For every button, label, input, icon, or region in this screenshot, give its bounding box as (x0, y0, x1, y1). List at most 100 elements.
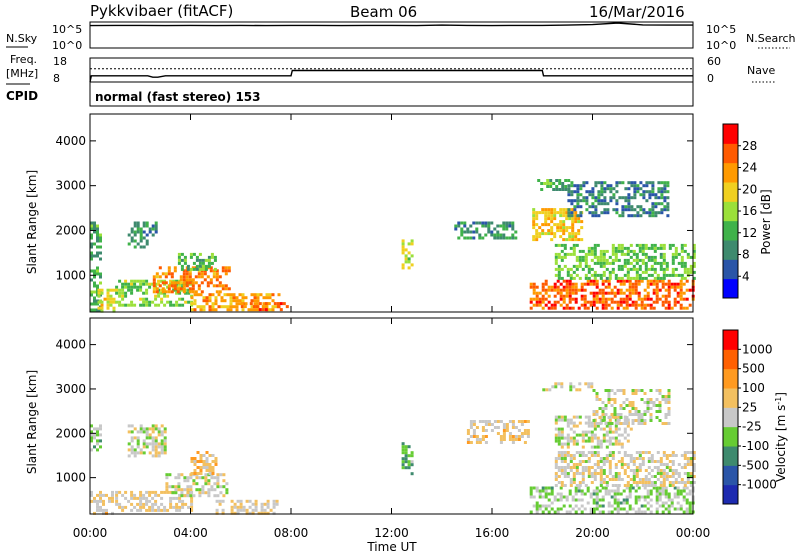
power-cell-0 (90, 236, 93, 240)
power-cell-6 (271, 299, 275, 303)
power-cell-12 (571, 285, 575, 289)
power-cell-13 (671, 261, 675, 265)
velocity-cell-3 (133, 448, 137, 452)
power-cell-10 (538, 226, 542, 230)
power-cell-1 (112, 288, 116, 292)
power-cell-4 (224, 287, 228, 291)
power-cell-14 (594, 196, 598, 200)
velocity-cell-12 (605, 457, 609, 460)
velocity-cell-11 (643, 495, 647, 499)
power-cell-4 (194, 281, 198, 285)
velocity-cell-2 (145, 496, 149, 500)
velocity-cell-6 (251, 508, 255, 512)
power-cell-13 (608, 255, 612, 259)
power-cell-10 (571, 229, 575, 233)
velocity-cell-12 (593, 451, 597, 454)
velocity-cell-12 (563, 460, 567, 463)
velocity-cell-9 (560, 436, 564, 440)
velocity-cell-2 (139, 490, 143, 494)
power-cell-10 (550, 208, 554, 212)
power-cell-12 (595, 285, 599, 289)
velocity-cell-0 (99, 427, 102, 431)
velocity-cell-13 (655, 404, 659, 407)
power-cell-12 (667, 306, 671, 310)
power-cell-10 (571, 226, 575, 230)
power-cell-3 (178, 303, 182, 307)
velocity-cell-12 (554, 457, 558, 460)
power-cell-0 (99, 233, 102, 237)
power-cell-13 (653, 249, 657, 253)
velocity-cell-2 (142, 493, 146, 497)
velocity-cell-7 (410, 454, 414, 458)
velocity-cell-3 (154, 424, 158, 428)
velocity-cell-11 (586, 489, 590, 493)
power-cell-6 (241, 296, 245, 300)
power-cell-12 (625, 288, 629, 292)
power-cell-9 (511, 227, 515, 231)
velocity-cell-13 (664, 422, 668, 425)
power-cell-12 (610, 306, 614, 310)
velocity-cell-13 (613, 392, 617, 395)
velocity-cell-13 (598, 416, 602, 419)
power-cell-2 (133, 221, 137, 225)
power-cell-6 (229, 308, 233, 312)
velocity-cell-9 (614, 442, 618, 446)
velocity-cell-11 (682, 498, 686, 502)
velocity-cell-12 (662, 451, 666, 454)
power-cell-10 (550, 232, 554, 236)
velocity-cell-12 (632, 472, 636, 475)
velocity-cell-11 (667, 507, 671, 511)
power-cell-12 (685, 279, 689, 283)
velocity-cell-11 (574, 486, 578, 490)
velocity-cell-0 (96, 430, 99, 434)
velocity-cell-12 (578, 454, 582, 457)
velocity-cell-6 (245, 499, 249, 503)
velocity-cell-9 (557, 442, 561, 446)
velocity-cell-9 (602, 433, 606, 437)
power-cell-13 (608, 273, 612, 277)
power-cell-12 (547, 306, 551, 310)
velocity-cell-9 (560, 418, 564, 422)
velocity-cell-4 (174, 491, 178, 495)
velocity-cell-12 (599, 457, 603, 460)
power-cell-9 (505, 236, 509, 240)
power-cell-4 (167, 272, 171, 276)
velocity-cell-11 (529, 510, 533, 514)
power-cell-9 (505, 221, 509, 225)
velocity-cell-5 (211, 472, 215, 475)
velocity-cell-9 (623, 430, 627, 434)
power-cell-13 (671, 273, 675, 277)
power-cell-9 (460, 230, 464, 234)
power-cell-12 (595, 297, 599, 301)
power-cell-4 (170, 281, 174, 285)
velocity-colorbar-seg (723, 407, 738, 428)
power-cell-14 (627, 193, 631, 197)
power-cell-2 (133, 245, 137, 249)
cpid-strip: CPID normal (fast stereo) 153 (6, 81, 694, 107)
velocity-cell-11 (544, 507, 548, 511)
velocity-cell-11 (649, 504, 653, 508)
power-cell-0 (90, 245, 93, 249)
power-cell-14 (657, 202, 661, 206)
velocity-cell-12 (602, 460, 606, 463)
velocity-cell-8 (496, 432, 500, 435)
power-cell-14 (600, 199, 604, 203)
power-colorbar-seg (723, 201, 738, 222)
velocity-cell-1 (111, 490, 114, 494)
power-cell-13 (581, 267, 585, 271)
velocity-cell-12 (587, 466, 591, 469)
velocity-cell-12 (677, 475, 681, 478)
velocity-cell-12 (578, 472, 582, 475)
power-cell-13 (557, 267, 561, 271)
velocity-cell-11 (655, 486, 659, 490)
power-cell-13 (671, 252, 675, 256)
velocity-cell-12 (581, 472, 585, 475)
velocity-cell-0 (93, 445, 96, 449)
power-cell-4 (209, 281, 213, 285)
velocity-cell-13 (616, 413, 620, 416)
velocity-cell-1 (96, 493, 99, 497)
power-cell-2 (145, 224, 149, 228)
power-cell-12 (571, 297, 575, 301)
